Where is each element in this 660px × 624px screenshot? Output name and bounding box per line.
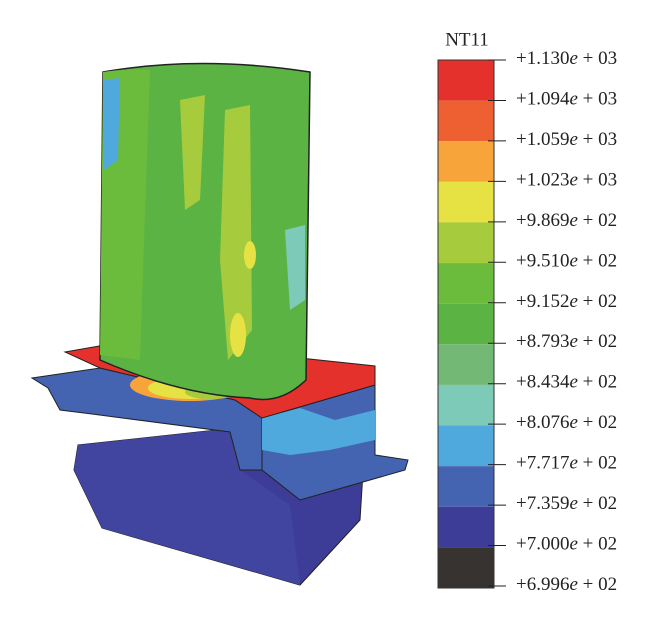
warm-zone — [220, 105, 252, 360]
platform-right-hot — [262, 408, 375, 455]
color-band — [438, 425, 494, 467]
legend-label: +9.510e + 02 — [516, 251, 617, 272]
color-bar-frame — [437, 59, 495, 589]
color-band — [438, 303, 494, 345]
color-band — [438, 141, 494, 182]
color-band — [438, 547, 494, 588]
hot-spot — [244, 241, 256, 269]
legend-label: +8.793e + 02 — [516, 332, 617, 353]
root-front — [74, 428, 300, 585]
color-band — [438, 466, 494, 507]
color-band — [438, 384, 494, 426]
legend-label: +1.059e + 03 — [516, 129, 617, 150]
color-band — [438, 100, 494, 142]
legend-label: +8.076e + 02 — [516, 413, 617, 434]
legend-title: NT11 — [445, 29, 489, 50]
legend-label: +9.152e + 02 — [516, 291, 617, 312]
hot-spot — [230, 313, 246, 357]
legend-label: +7.000e + 02 — [516, 534, 617, 555]
airfoil — [99, 62, 311, 401]
legend-label: +7.359e + 02 — [516, 493, 617, 514]
color-band — [438, 60, 494, 101]
color-band — [438, 344, 494, 385]
legend-label: +8.434e + 02 — [516, 372, 617, 393]
warm-zone — [180, 95, 205, 210]
legend-label: +6.996e + 02 — [516, 574, 617, 595]
legend-label: +7.717e + 02 — [516, 453, 617, 474]
legend-label: +1.130e + 03 — [516, 48, 617, 69]
cool-zone — [103, 78, 120, 170]
legend-label: +1.023e + 03 — [516, 170, 617, 191]
color-band — [438, 181, 494, 223]
legend-label: +1.094e + 03 — [516, 89, 617, 110]
color-band — [438, 263, 494, 304]
blade-model — [30, 62, 409, 586]
color-band — [438, 506, 494, 548]
legend-label: +9.869e + 02 — [516, 210, 617, 231]
cool-zone — [285, 225, 305, 310]
color-band — [438, 222, 494, 264]
